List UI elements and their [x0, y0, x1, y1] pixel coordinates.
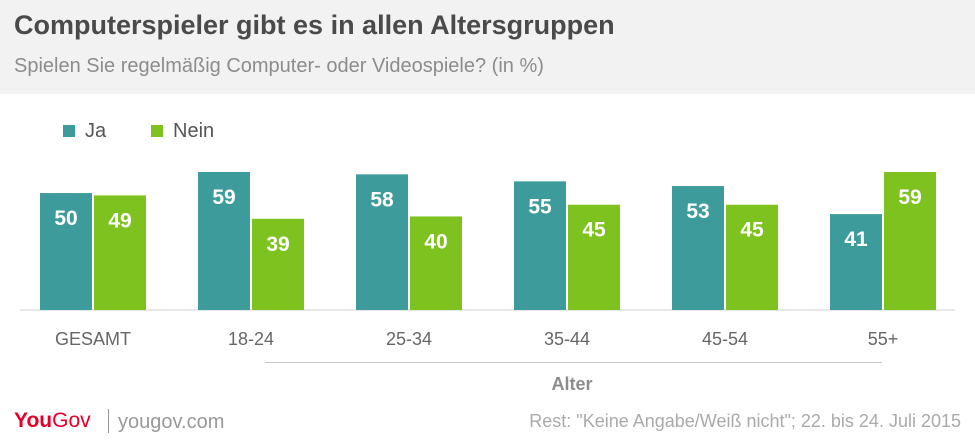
chart-title: Computerspieler gibt es in allen Altersg… — [14, 10, 615, 40]
bar-nein-25-34 — [410, 216, 462, 310]
bar-nein-55+ — [884, 172, 936, 310]
legend-swatch-ja — [63, 125, 75, 137]
data-label-ja-gesamt: 50 — [54, 207, 77, 230]
x-tick-label-45-54: 45-54 — [702, 329, 748, 349]
bar-nein-18-24 — [252, 218, 304, 310]
logo-you: You — [14, 409, 53, 432]
bar-ja-18-24 — [198, 172, 250, 310]
bar-ja-25-34 — [356, 174, 408, 310]
site-link[interactable]: yougov.com — [118, 411, 225, 433]
data-label-nein-18-24: 39 — [266, 233, 289, 256]
data-label-ja-45-54: 53 — [686, 200, 709, 223]
bar-nein-45-54 — [726, 204, 778, 310]
x-tick-label-25-34: 25-34 — [386, 329, 432, 349]
data-label-ja-35-44: 55 — [528, 195, 552, 218]
bar-nein-35-44 — [568, 204, 620, 310]
legend-label-ja: Ja — [85, 120, 107, 142]
x-tick-label-gesamt: GESAMT — [55, 329, 131, 349]
logo-gov: Gov — [52, 409, 91, 432]
data-label-nein-gesamt: 49 — [108, 209, 131, 232]
legend-label-nein: Nein — [173, 120, 215, 142]
legend-swatch-nein — [151, 125, 163, 137]
footnote: Rest: "Keine Angabe/Weiß nicht"; 22. bis… — [529, 411, 961, 431]
x-tick-label-35-44: 35-44 — [544, 329, 590, 349]
data-label-nein-25-34: 40 — [424, 230, 447, 253]
data-label-nein-35-44: 45 — [582, 219, 606, 242]
bar-ja-gesamt — [40, 193, 92, 310]
bar-ja-45-54 — [672, 186, 724, 310]
data-label-ja-18-24: 59 — [212, 186, 235, 209]
logo-divider — [108, 409, 109, 433]
x-axis-label-text: Alter — [551, 374, 593, 394]
data-label-ja-55+: 41 — [844, 228, 868, 251]
yougov-logo[interactable]: YouGov — [14, 409, 91, 433]
data-label-ja-25-34: 58 — [370, 188, 394, 211]
x-axis-bracket — [265, 362, 882, 363]
bar-ja-35-44 — [514, 181, 566, 310]
data-label-nein-45-54: 45 — [740, 219, 764, 242]
chart-subtitle: Spielen Sie regelmäßig Computer- oder Vi… — [14, 55, 544, 77]
x-axis-label: Alter — [0, 374, 975, 395]
bar-nein-gesamt — [94, 195, 146, 310]
bar-chart: 50 49 GESAMT 59 39 18-24 58 40 25-34 55 45 35-44 53 4… — [20, 172, 955, 349]
x-tick-label-55+: 55+ — [868, 329, 899, 349]
chart-header: Computerspieler gibt es in allen Altersg… — [0, 0, 975, 94]
bar-ja-55+ — [830, 214, 882, 310]
x-tick-label-18-24: 18-24 — [228, 329, 274, 349]
data-label-nein-55+: 59 — [898, 186, 921, 209]
